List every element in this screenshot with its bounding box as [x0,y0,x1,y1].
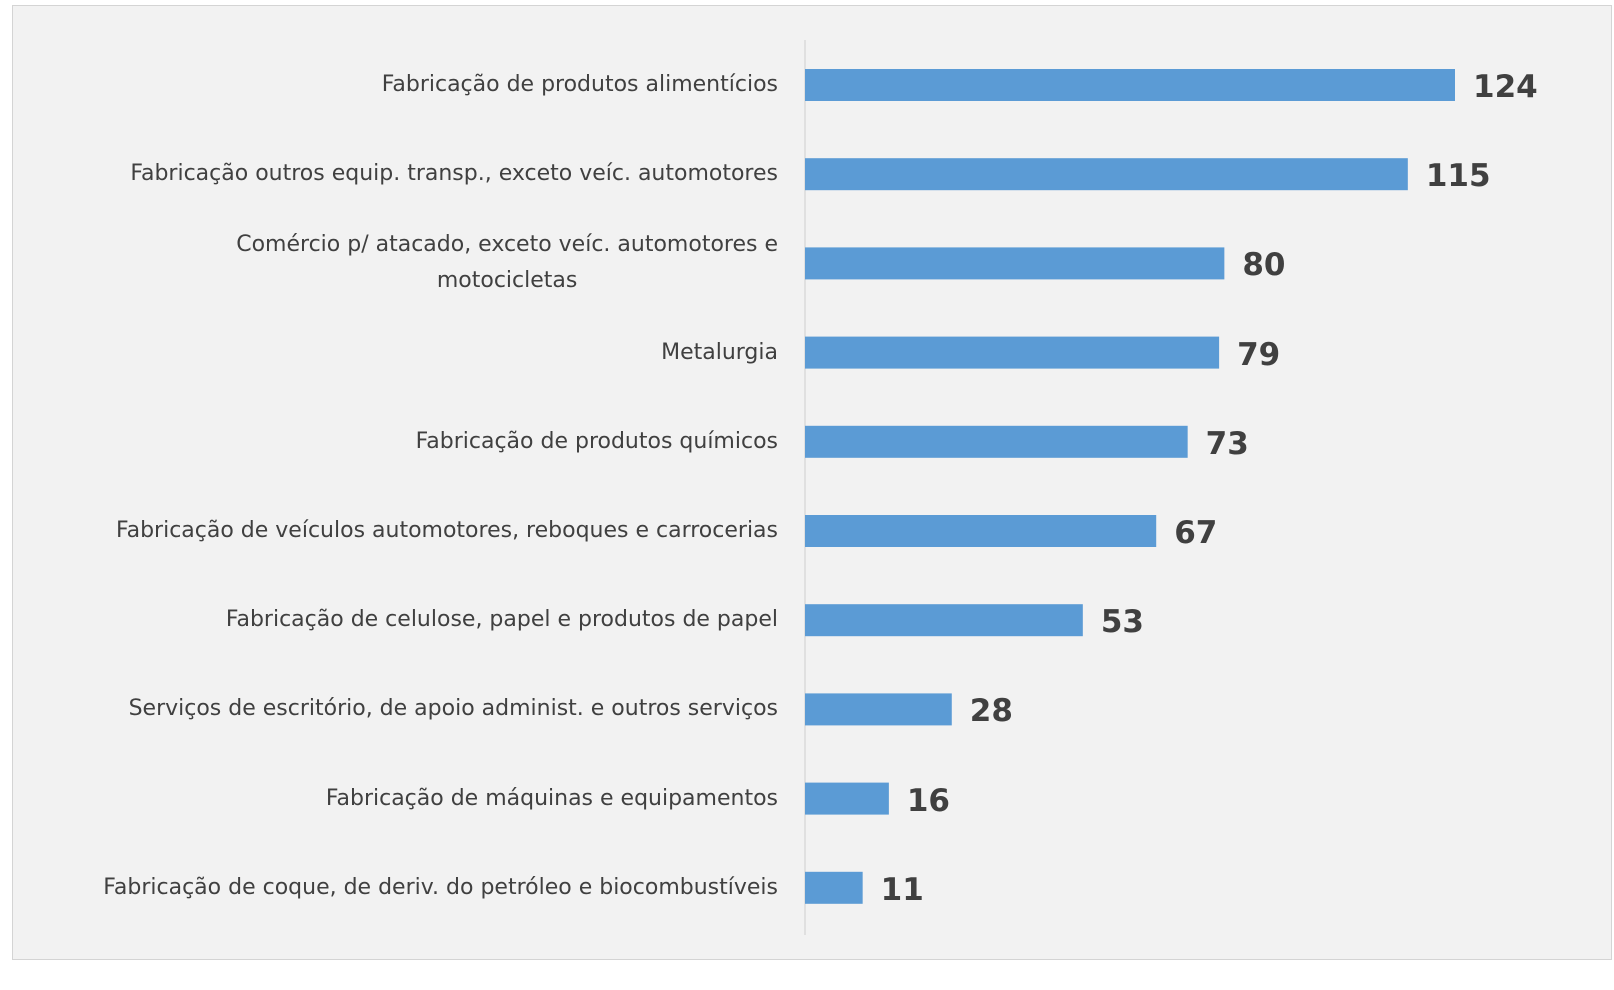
bar [805,782,889,815]
bar [805,69,1455,101]
category-label: Fabricação de veículos automotores, rebo… [115,518,778,543]
category-label: Fabricação de máquinas e equipamentos [325,785,778,811]
value-label: 73 [1205,425,1249,462]
value-label: 67 [1174,515,1218,551]
bar [805,515,1157,547]
bar [805,336,1220,369]
bar [805,247,1225,280]
value-label: 11 [880,871,924,908]
category-label: Serviços de escritório, de apoio adminis… [128,696,778,722]
category-label: Metalurgia [661,339,778,365]
category-label: Fabricação de produtos alimentícios [381,72,778,97]
value-label: 115 [1425,158,1491,195]
value-label: 28 [969,693,1013,730]
category-label: Fabricação de coque, de deriv. do petról… [103,874,778,900]
value-label: 79 [1237,336,1281,373]
category-label: Fabricação de produtos químicos [415,428,778,454]
value-label: 53 [1100,604,1144,641]
category-label: Comércio p/ atacado, exceto veíc. automo… [236,232,778,294]
bar [805,425,1188,458]
value-label: 80 [1242,247,1286,284]
value-label: 124 [1473,69,1538,105]
bar [805,693,952,726]
value-label: 16 [906,782,950,819]
category-label: Fabricação outros equip. transp., exceto… [130,161,778,187]
bar [805,604,1083,637]
bar [805,158,1408,191]
bar [805,871,863,904]
category-label: Fabricação de celulose, papel e produtos… [225,607,778,633]
